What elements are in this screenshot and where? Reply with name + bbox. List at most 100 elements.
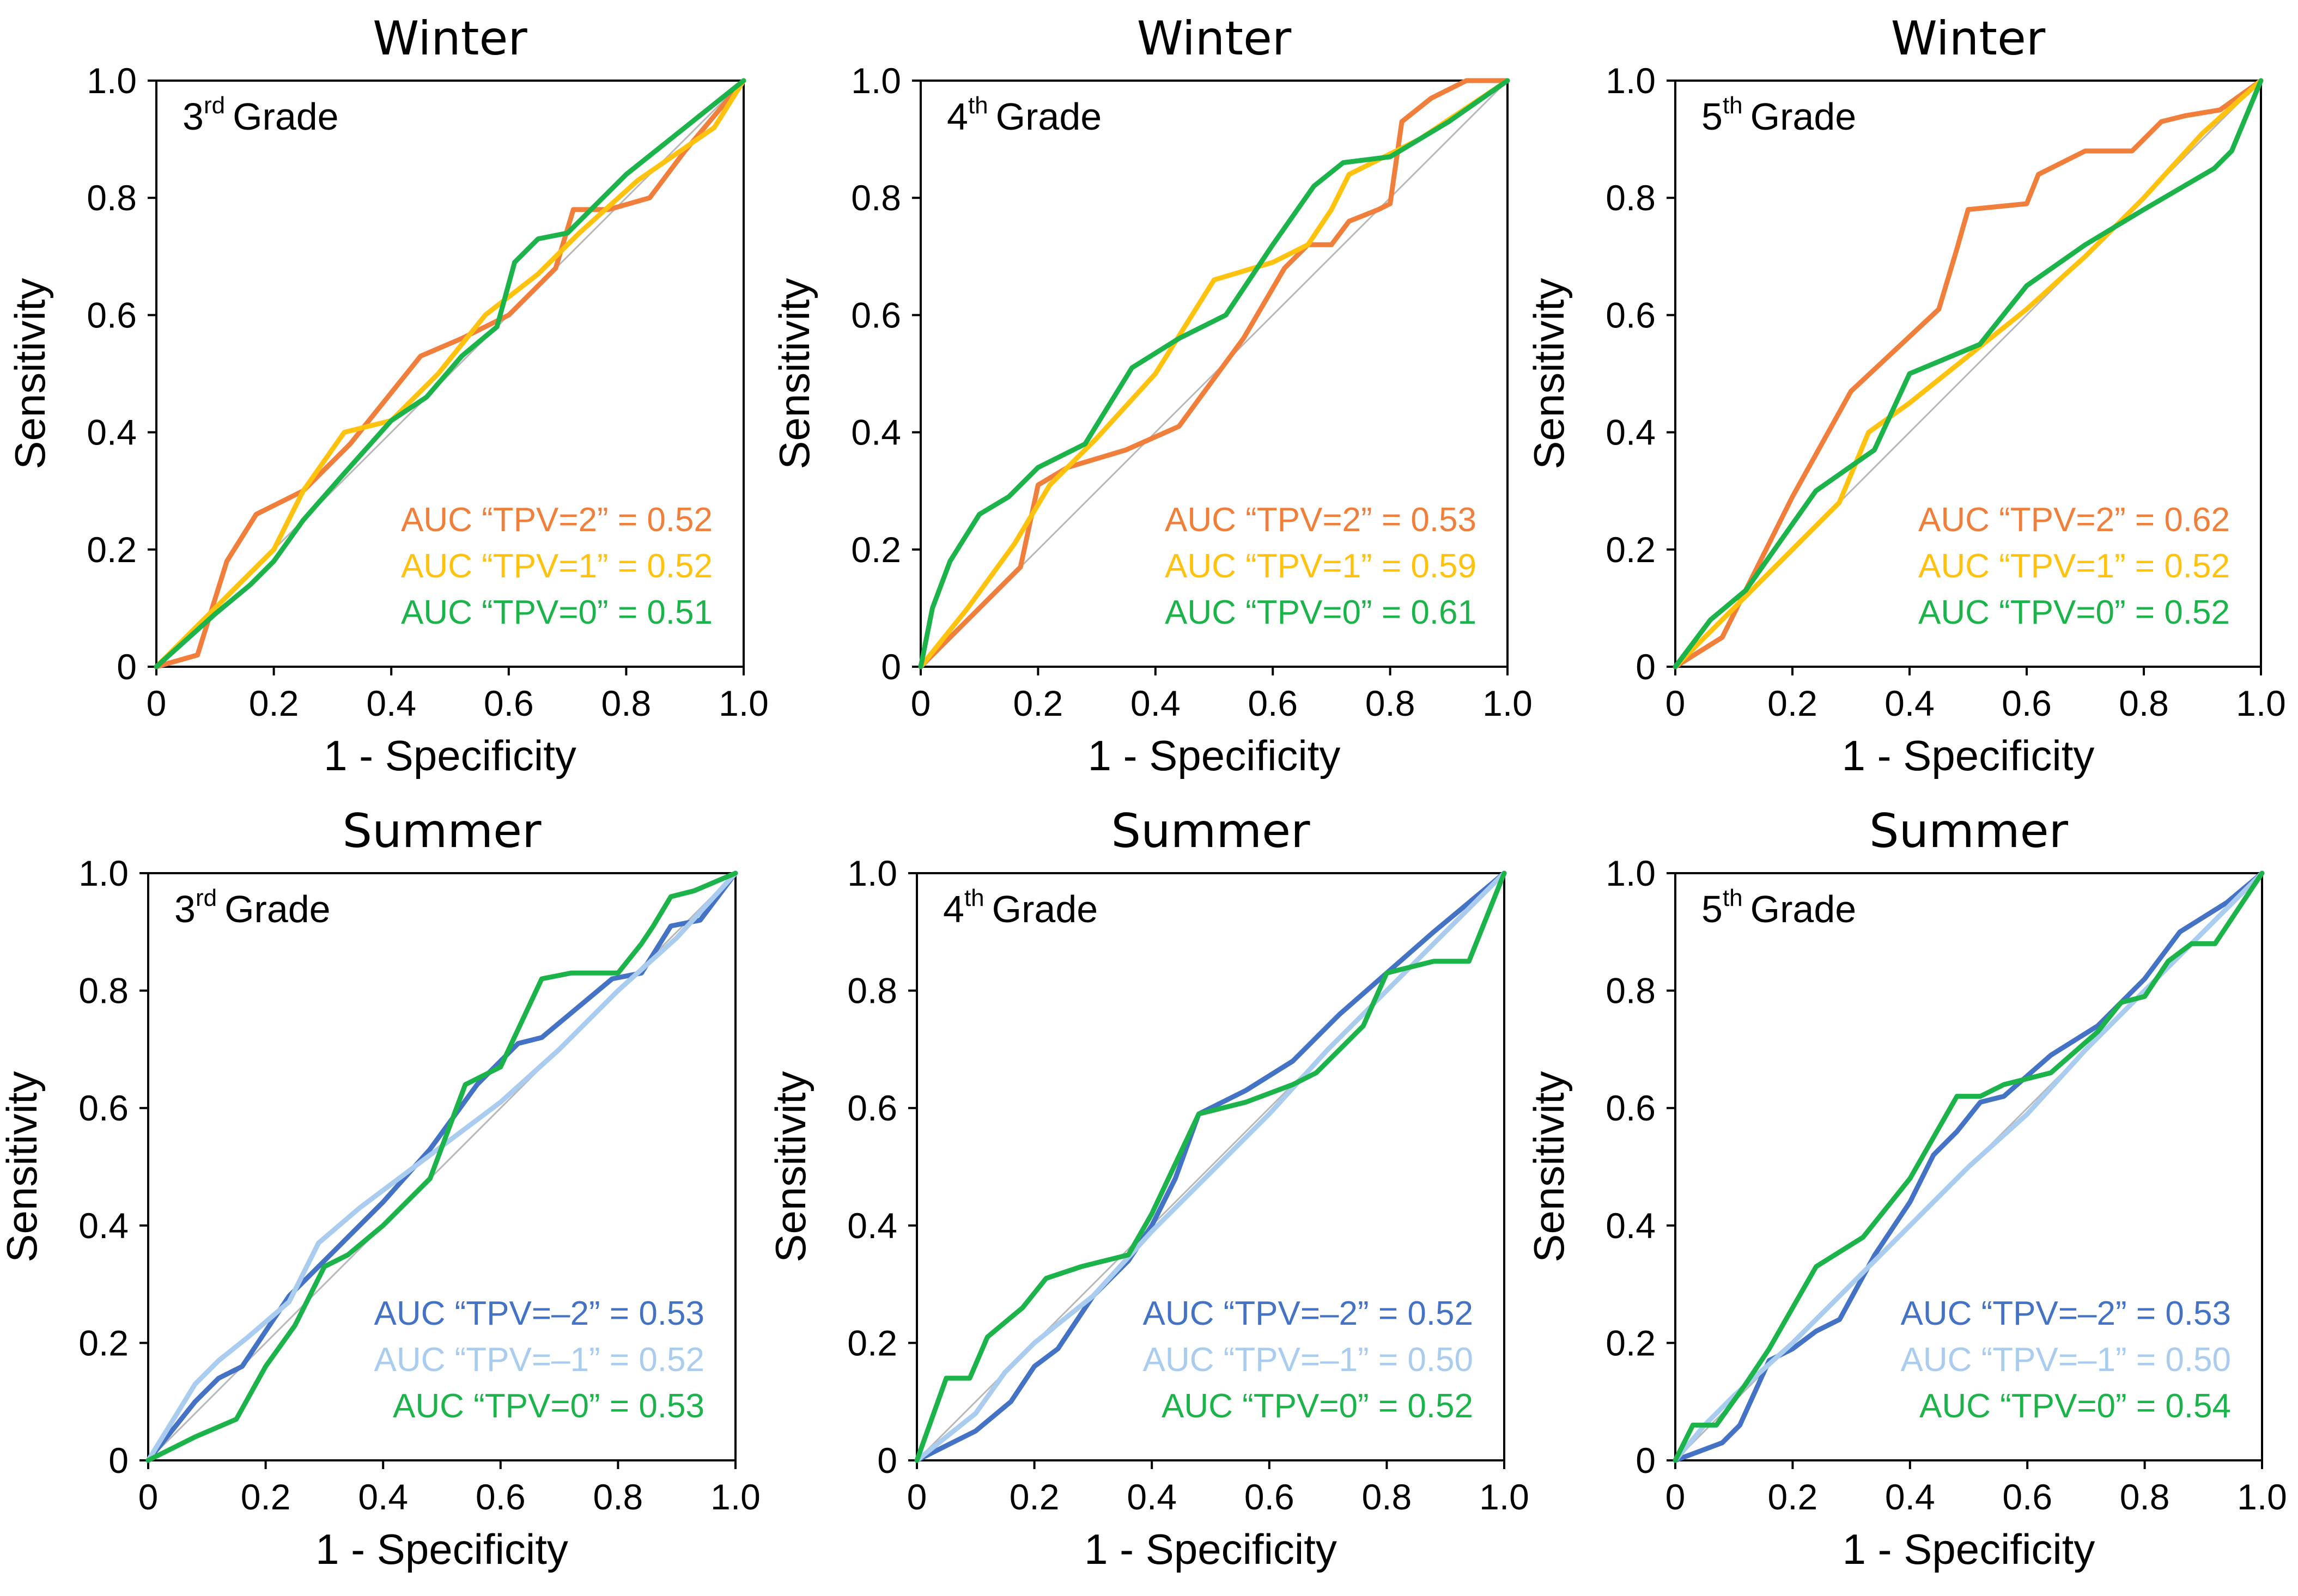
grade-number: 5 — [1701, 95, 1723, 138]
x-tick-label: 0.6 — [1248, 683, 1298, 723]
x-tick-label: 0.6 — [2002, 1477, 2052, 1517]
x-tick-label: 0.4 — [358, 1477, 408, 1517]
panel-title: Summer — [1111, 804, 1311, 858]
x-tick-label: 0.2 — [241, 1477, 291, 1517]
x-tick-label: 1.0 — [2236, 683, 2286, 723]
roc-line — [1673, 78, 2264, 669]
roc-panel: Summer 0 0.2 0.4 0.6 0.8 1.0 0 0.2 0.4 0.6 0.8 1.0 1 … — [1525, 804, 2287, 1573]
auc-label: AUC “TPV=1” = 0.59 — [1165, 547, 1476, 585]
panel-title: Winter — [373, 11, 527, 66]
auc-label: AUC “TPV=2” = 0.62 — [1918, 501, 2230, 539]
roc-line — [145, 870, 738, 1463]
grade-number: 3 — [174, 888, 196, 930]
x-axis-title: 1 - Specificity — [1084, 1525, 1337, 1573]
auc-label: AUC “TPV=2” = 0.53 — [1165, 501, 1476, 539]
grade-superscript: rd — [204, 92, 225, 119]
x-tick-label: 0.2 — [1768, 1477, 1818, 1517]
auc-label: AUC “TPV=–2” = 0.53 — [374, 1295, 705, 1332]
y-tick-label: 0.2 — [78, 1323, 129, 1363]
y-tick-label: 0.8 — [87, 178, 137, 218]
plot-frame — [1674, 80, 2262, 668]
y-tick-label: 0 — [877, 1440, 897, 1481]
roc-line — [1673, 870, 2265, 1463]
grade-label: 5th Grade — [1701, 92, 1856, 138]
x-tick-label: 0.2 — [249, 683, 299, 723]
panel-title: Winter — [1137, 11, 1292, 66]
grade-superscript: th — [1723, 92, 1743, 119]
y-tick-label: 0.6 — [1606, 1088, 1656, 1128]
roc-line — [145, 870, 738, 1463]
x-tick-label: 1.0 — [2237, 1477, 2287, 1517]
auc-label: AUC “TPV=0” = 0.52 — [1162, 1387, 1473, 1425]
x-tick-label: 0.4 — [1130, 683, 1181, 723]
auc-label: AUC “TPV=1” = 0.52 — [401, 547, 713, 585]
x-tick-label: 1.0 — [1482, 683, 1533, 723]
grade-label: 5th Grade — [1701, 885, 1856, 930]
roc-panel: Summer 0 0.2 0.4 0.6 0.8 1.0 0 0.2 0.4 0.6 0.8 1.0 1 … — [767, 804, 1529, 1573]
roc-line — [1673, 870, 2265, 1463]
x-tick-label: 0.6 — [1244, 1477, 1294, 1517]
grade-text: Grade — [1750, 888, 1857, 930]
x-tick-label: 0.8 — [1362, 1477, 1412, 1517]
y-tick-label: 0 — [108, 1440, 129, 1481]
panel-title: Summer — [1869, 804, 2069, 858]
y-tick-label: 0.4 — [851, 412, 901, 453]
y-tick-label: 0.8 — [847, 971, 897, 1011]
y-tick-label: 0.2 — [847, 1323, 897, 1363]
y-tick-label: 0 — [117, 647, 137, 687]
y-tick-label: 1.0 — [1606, 853, 1656, 893]
x-tick-label: 0 — [147, 683, 167, 723]
roc-line — [145, 870, 738, 1463]
x-tick-label: 0.2 — [1013, 683, 1063, 723]
grade-superscript: th — [964, 885, 984, 911]
y-axis-title: Sensitivity — [770, 278, 818, 469]
panel-title: Summer — [343, 804, 542, 858]
x-tick-label: 0.8 — [601, 683, 652, 723]
roc-line — [154, 78, 746, 669]
roc-line — [154, 78, 746, 669]
auc-label: AUC “TPV=–1” = 0.50 — [1901, 1341, 2232, 1379]
y-tick-label: 0.4 — [1606, 1205, 1656, 1246]
y-tick-label: 0 — [881, 647, 901, 687]
grade-text: Grade — [992, 888, 1098, 930]
x-tick-label: 0.4 — [1127, 1477, 1177, 1517]
x-tick-label: 1.0 — [719, 683, 769, 723]
x-tick-label: 1.0 — [1479, 1477, 1529, 1517]
plot-frame — [147, 872, 737, 1461]
grade-label: 4th Grade — [943, 885, 1098, 930]
auc-label: AUC “TPV=0” = 0.51 — [401, 594, 713, 631]
y-tick-label: 1.0 — [851, 60, 901, 101]
roc-line — [154, 78, 746, 669]
roc-line — [918, 78, 1510, 669]
auc-label: AUC “TPV=2” = 0.52 — [401, 501, 713, 539]
y-tick-label: 0 — [1636, 1440, 1656, 1481]
plot-frame — [920, 80, 1509, 668]
y-tick-label: 1.0 — [847, 853, 897, 893]
x-tick-label: 0.2 — [1767, 683, 1817, 723]
y-tick-label: 0.4 — [1606, 412, 1656, 453]
roc-panel: Summer 0 0.2 0.4 0.6 0.8 1.0 0 0.2 0.4 0.6 0.8 1.0 1 … — [0, 804, 761, 1573]
auc-label: AUC “TPV=0” = 0.52 — [1918, 594, 2230, 631]
x-tick-label: 0 — [907, 1477, 927, 1517]
y-tick-label: 0.4 — [78, 1205, 129, 1246]
y-tick-label: 0.4 — [847, 1205, 897, 1246]
x-tick-label: 0.6 — [484, 683, 534, 723]
x-axis-title: 1 - Specificity — [1843, 1525, 2095, 1573]
roc-line — [918, 78, 1510, 669]
y-tick-label: 1.0 — [78, 853, 129, 893]
roc-line — [914, 870, 1507, 1463]
x-tick-label: 0.6 — [476, 1477, 526, 1517]
grade-superscript: th — [1723, 885, 1743, 911]
auc-label: AUC “TPV=1” = 0.52 — [1918, 547, 2230, 585]
y-tick-label: 0.2 — [1606, 1323, 1656, 1363]
roc-line — [914, 870, 1507, 1463]
roc-panel: Winter 0 0.2 0.4 0.6 0.8 1.0 0 0.2 0.4 0.6 0.8 1.0 1 … — [770, 11, 1533, 779]
y-axis-title: Sensitivity — [6, 278, 54, 469]
auc-label: AUC “TPV=0” = 0.61 — [1165, 594, 1476, 631]
x-tick-label: 0 — [1665, 683, 1686, 723]
x-tick-label: 0 — [1665, 1477, 1686, 1517]
auc-label: AUC “TPV=0” = 0.53 — [393, 1387, 704, 1425]
x-axis-title: 1 - Specificity — [315, 1525, 568, 1573]
y-tick-label: 0.6 — [851, 295, 901, 335]
